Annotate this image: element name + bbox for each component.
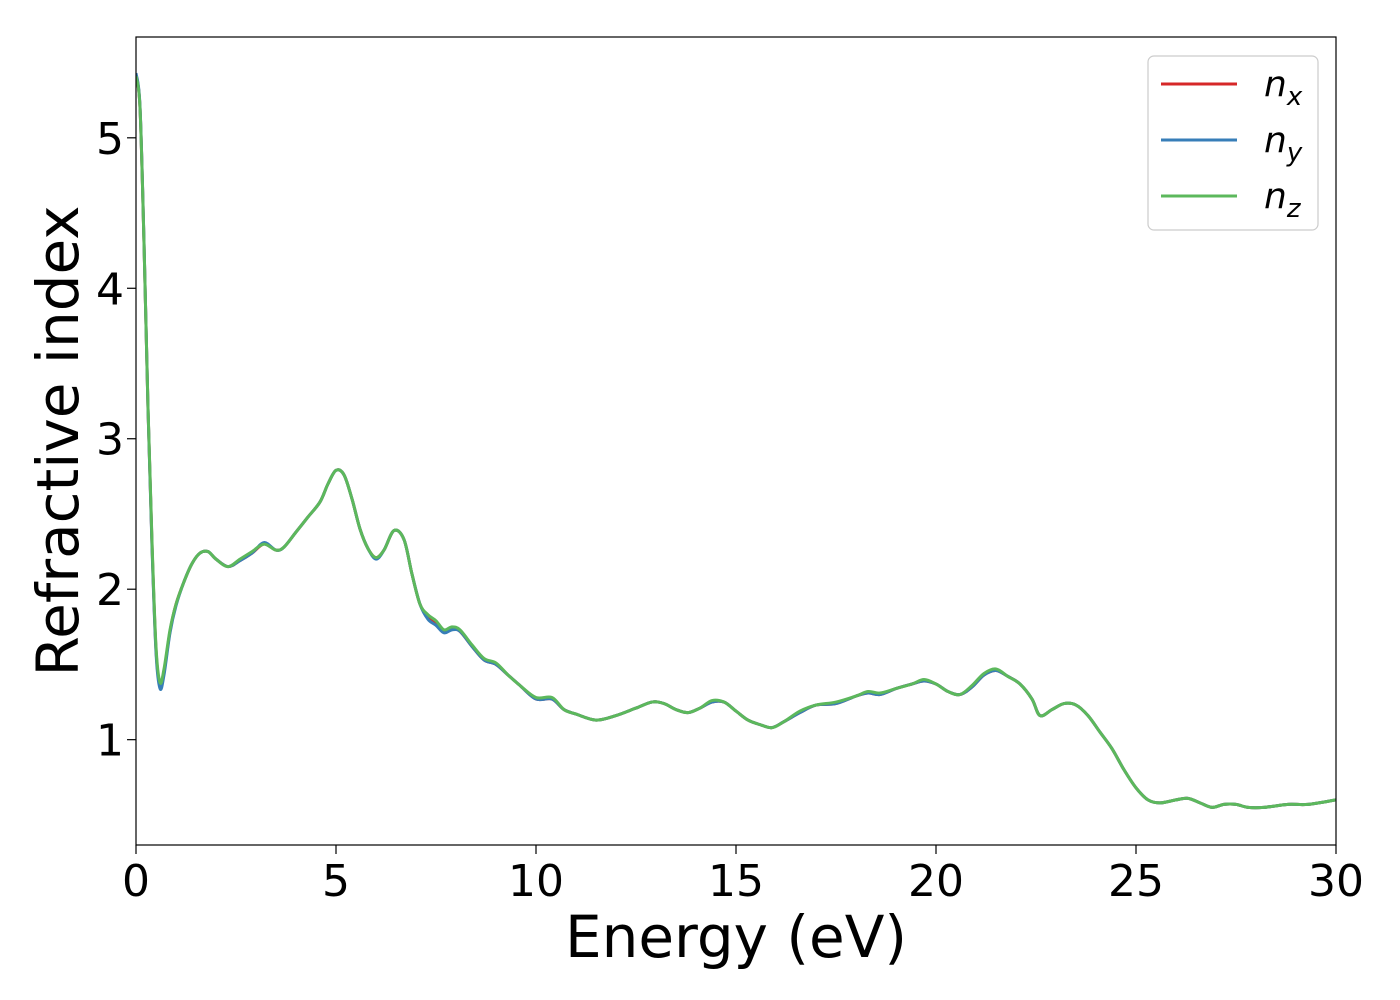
y-tick-label: 5 — [96, 114, 124, 165]
y-tick-label: 4 — [96, 264, 124, 315]
x-tick-label: 25 — [1108, 856, 1164, 907]
series-layer — [136, 72, 1336, 810]
legend: nx ny nz — [1147, 55, 1319, 231]
legend-label-nz: nz — [1264, 176, 1302, 224]
x-tick-label: 15 — [708, 856, 764, 907]
legend-label-nx: nx — [1264, 64, 1303, 112]
x-tick-label: 30 — [1308, 856, 1364, 907]
series-line-nz — [136, 75, 1336, 810]
x-tick-label: 10 — [508, 856, 564, 907]
y-tick-label: 2 — [96, 565, 124, 616]
x-axis-title: Energy (eV) — [565, 903, 907, 971]
x-tick-label: 0 — [122, 856, 150, 907]
x-tick-label: 5 — [322, 856, 350, 907]
legend-box — [1147, 55, 1319, 231]
y-tick-label: 1 — [96, 716, 124, 767]
y-axis-title: Refractive index — [24, 205, 92, 676]
y-tick-label: 3 — [96, 415, 124, 466]
x-tick-label: 20 — [908, 856, 964, 907]
y-axis-ticks: 1 2 3 4 5 — [96, 114, 136, 767]
legend-label-ny: ny — [1264, 120, 1303, 168]
x-axis-ticks: 0 5 10 15 20 25 30 — [122, 845, 1364, 907]
